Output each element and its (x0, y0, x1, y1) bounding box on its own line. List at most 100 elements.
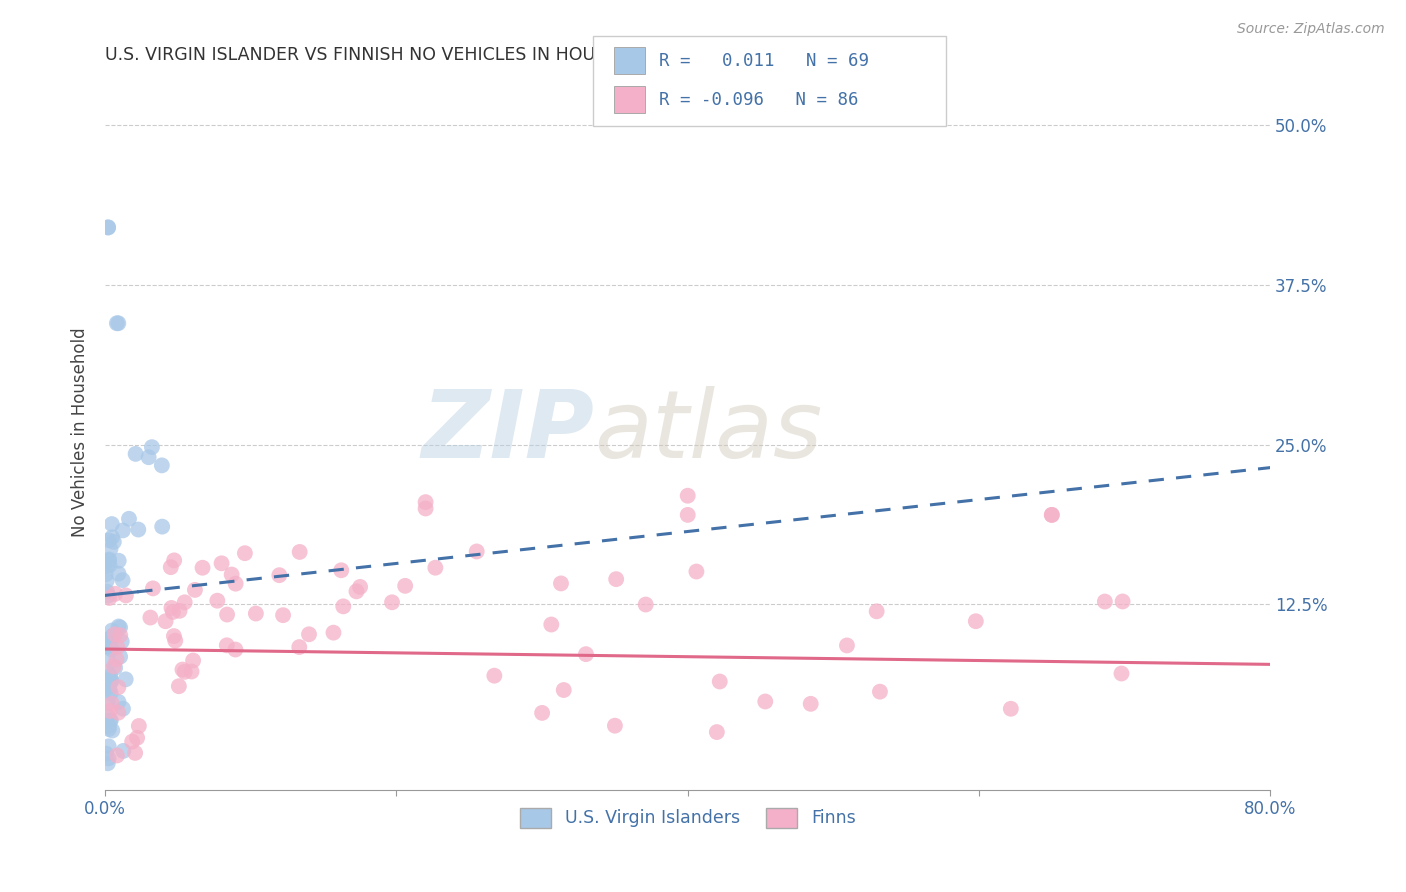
Point (1111, 666, 1133, 681)
Point (100, 674, 122, 689)
Point (118, 512, 141, 526)
Point (128, 719, 150, 733)
Point (100, 714, 122, 728)
Point (98, 591, 121, 605)
Text: R = -0.096   N = 86: R = -0.096 N = 86 (659, 91, 859, 109)
Point (676, 489, 699, 503)
Point (97, 220, 120, 235)
Point (105, 640, 128, 654)
Point (271, 608, 294, 623)
Point (107, 554, 129, 568)
Point (103, 534, 125, 549)
Point (101, 697, 124, 711)
Point (394, 579, 416, 593)
Point (162, 605, 184, 619)
Point (288, 545, 311, 559)
Point (112, 744, 135, 758)
Point (1111, 594, 1133, 608)
Point (107, 316, 129, 330)
Text: atlas: atlas (595, 386, 823, 477)
Point (415, 495, 437, 509)
Point (98, 678, 121, 692)
Point (165, 633, 187, 648)
Point (108, 649, 131, 664)
Point (605, 572, 627, 586)
Point (105, 316, 128, 330)
Point (98, 669, 121, 683)
Point (97, 220, 120, 235)
Point (98, 533, 121, 548)
Point (97, 636, 120, 650)
Point (111, 573, 134, 587)
Point (104, 587, 127, 601)
Point (155, 614, 177, 628)
Point (97, 553, 120, 567)
Point (381, 595, 404, 609)
Point (97, 679, 120, 693)
Point (111, 634, 134, 648)
Point (245, 607, 267, 621)
Point (97, 639, 120, 653)
Point (221, 567, 243, 582)
Point (603, 719, 626, 733)
Point (869, 684, 891, 698)
Point (800, 697, 823, 711)
Point (1040, 508, 1063, 522)
Point (101, 517, 124, 532)
Point (97, 709, 120, 723)
Point (108, 620, 131, 634)
Point (550, 576, 572, 591)
Point (97, 719, 120, 733)
Point (150, 458, 173, 473)
Point (163, 629, 186, 643)
Point (107, 566, 129, 581)
Text: U.S. VIRGIN ISLANDER VS FINNISH NO VEHICLES IN HOUSEHOLD CORRELATION CHART: U.S. VIRGIN ISLANDER VS FINNISH NO VEHIC… (105, 46, 862, 64)
Point (138, 450, 160, 465)
Point (105, 652, 128, 666)
Point (349, 580, 371, 594)
Point (415, 501, 437, 516)
Point (101, 723, 124, 738)
Point (101, 629, 124, 643)
Point (181, 654, 204, 668)
Point (233, 546, 256, 560)
Point (191, 560, 214, 574)
Point (115, 588, 138, 602)
Point (98, 682, 121, 697)
Point (150, 519, 173, 533)
Point (98, 552, 121, 566)
Point (172, 663, 194, 677)
Point (104, 661, 127, 675)
Point (159, 560, 181, 574)
Point (215, 638, 238, 652)
Point (97, 665, 120, 680)
Point (709, 674, 731, 689)
Point (124, 447, 146, 461)
Point (96, 574, 118, 588)
Point (553, 683, 575, 698)
Point (425, 560, 447, 574)
Point (98, 558, 121, 573)
Point (346, 584, 368, 599)
Point (1040, 508, 1063, 522)
Point (754, 694, 776, 708)
Point (965, 614, 987, 628)
Point (322, 625, 344, 640)
Point (111, 701, 134, 715)
Point (104, 627, 127, 641)
Point (207, 593, 229, 607)
Point (531, 706, 554, 720)
Point (211, 557, 233, 571)
Point (101, 530, 124, 544)
Point (96, 559, 118, 574)
Point (100, 541, 122, 556)
Point (1094, 594, 1116, 608)
Point (685, 565, 707, 579)
Point (167, 679, 190, 693)
Point (484, 668, 506, 682)
Point (163, 553, 186, 567)
Point (269, 568, 291, 582)
Point (173, 595, 195, 609)
Point (634, 598, 657, 612)
Point (835, 639, 858, 653)
